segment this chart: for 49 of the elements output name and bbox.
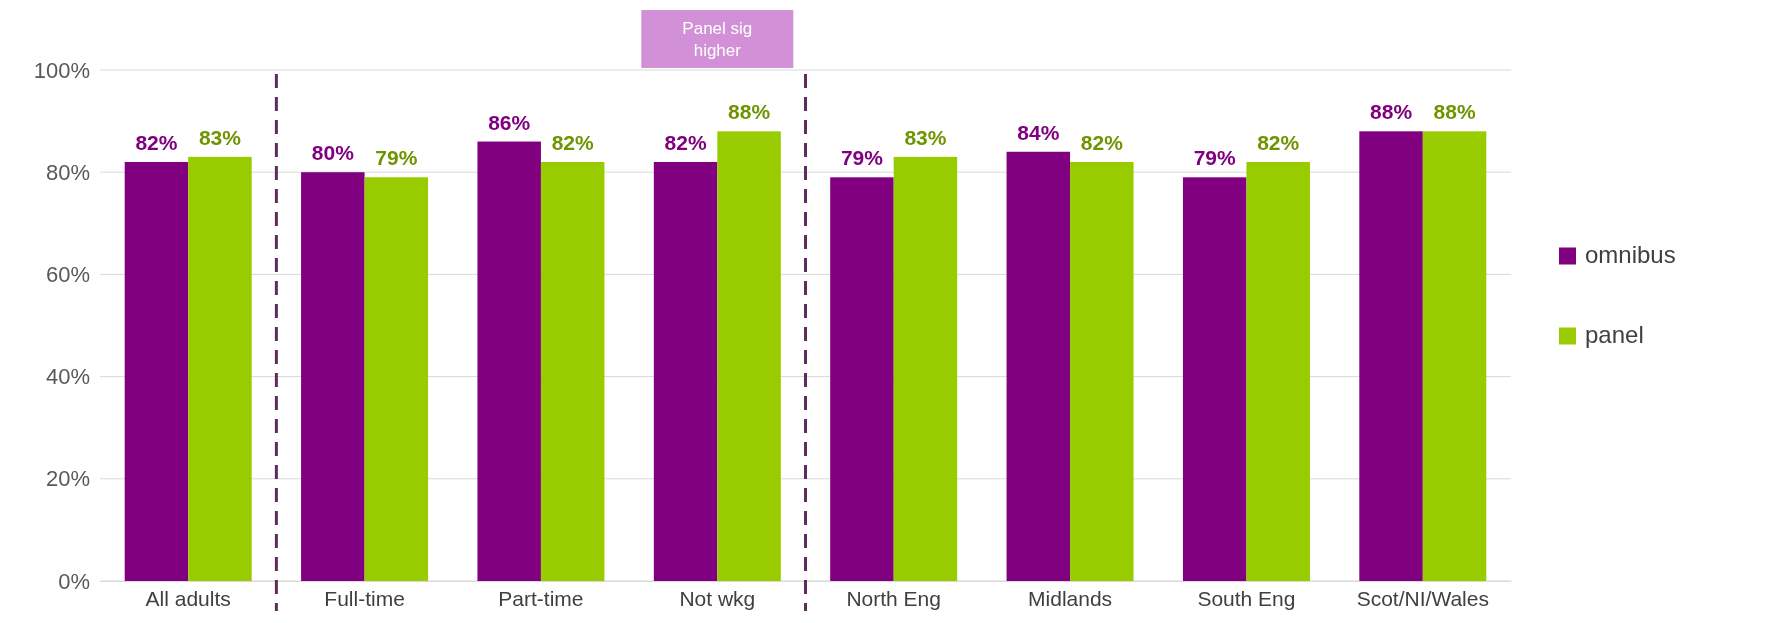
bar	[301, 172, 365, 581]
text: Panel sig higher	[682, 19, 753, 60]
x-tick-label: Not wkg	[679, 586, 756, 610]
y-tick-label: 80%	[45, 159, 90, 185]
data-label: 82%	[664, 130, 707, 154]
data-label: 88%	[1433, 100, 1476, 124]
x-tick-label: South Eng	[1197, 586, 1296, 610]
bar	[364, 177, 429, 581]
x-tick-label: North Eng	[846, 586, 941, 610]
data-label: 88%	[728, 100, 771, 124]
bar	[717, 131, 781, 581]
data-label: 80%	[311, 141, 355, 165]
bar	[188, 156, 252, 581]
x-tick-label: Full-time	[324, 586, 405, 610]
data-label: 79%	[1193, 146, 1237, 170]
y-tick-label: 0%	[58, 568, 90, 594]
bar	[1182, 177, 1247, 581]
bar	[1246, 161, 1310, 581]
x-tick-label: Part-time	[498, 586, 584, 610]
data-label: 82%	[1257, 130, 1300, 154]
data-label: 86%	[488, 110, 531, 134]
data-label: 84%	[1017, 120, 1060, 144]
bar	[893, 156, 958, 581]
y-tick-label: 100%	[33, 57, 90, 83]
y-tick-label: 20%	[45, 466, 90, 492]
bar	[830, 177, 894, 581]
legend-label: panel	[1585, 320, 1644, 348]
bar	[1006, 151, 1071, 581]
bar	[1070, 161, 1134, 581]
bar	[124, 161, 189, 581]
data-label: 83%	[904, 125, 947, 149]
y-tick-label: 40%	[45, 364, 90, 390]
y-tick-label: 60%	[45, 261, 90, 287]
bar	[653, 161, 718, 581]
x-tick-label: Midlands	[1028, 586, 1113, 610]
bar	[1422, 131, 1487, 581]
legend-label: omnibus	[1585, 240, 1676, 268]
data-label: 82%	[551, 130, 595, 154]
data-label: 88%	[1370, 100, 1413, 124]
data-label: 79%	[840, 146, 884, 170]
data-label: 79%	[375, 146, 418, 170]
data-label: 82%	[1080, 130, 1124, 154]
data-label: 82%	[135, 130, 178, 154]
bar	[540, 161, 605, 581]
x-tick-label: All adults	[145, 586, 231, 610]
bar	[477, 141, 541, 581]
bar	[1359, 131, 1423, 581]
data-label: 83%	[198, 125, 242, 149]
x-tick-label: Scot/NI/Wales	[1356, 586, 1489, 610]
